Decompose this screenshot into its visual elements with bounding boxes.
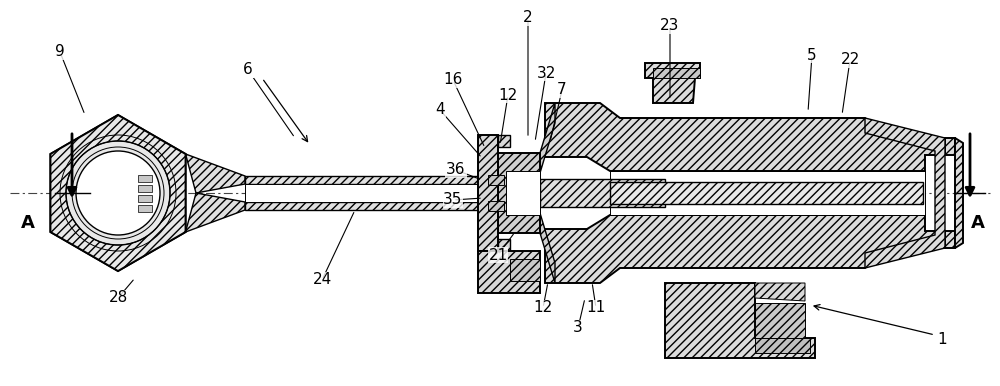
Text: 9: 9 bbox=[55, 44, 65, 59]
Polygon shape bbox=[50, 115, 186, 271]
Polygon shape bbox=[665, 283, 815, 358]
Circle shape bbox=[76, 151, 160, 235]
Polygon shape bbox=[755, 338, 810, 353]
Text: 12: 12 bbox=[498, 88, 518, 103]
Text: 12: 12 bbox=[533, 300, 553, 315]
Text: 7: 7 bbox=[557, 83, 567, 98]
Polygon shape bbox=[245, 184, 490, 202]
Polygon shape bbox=[645, 63, 700, 103]
Polygon shape bbox=[865, 118, 945, 268]
Text: 6: 6 bbox=[243, 63, 253, 78]
Polygon shape bbox=[506, 171, 540, 215]
Text: 3: 3 bbox=[573, 320, 583, 335]
Text: 21: 21 bbox=[488, 247, 508, 262]
Text: 16: 16 bbox=[443, 73, 463, 88]
Polygon shape bbox=[540, 179, 665, 207]
Text: 35: 35 bbox=[443, 193, 463, 208]
Text: 28: 28 bbox=[108, 291, 128, 305]
Polygon shape bbox=[478, 135, 498, 251]
Polygon shape bbox=[245, 176, 480, 184]
Text: 2: 2 bbox=[523, 10, 533, 25]
Text: 36: 36 bbox=[446, 163, 466, 178]
Polygon shape bbox=[186, 193, 245, 232]
Polygon shape bbox=[498, 153, 540, 233]
Text: 5: 5 bbox=[807, 47, 817, 63]
Polygon shape bbox=[610, 182, 923, 204]
Polygon shape bbox=[955, 138, 963, 248]
Text: A: A bbox=[21, 214, 35, 232]
Text: 32: 32 bbox=[536, 66, 556, 81]
Text: 24: 24 bbox=[312, 273, 332, 288]
Polygon shape bbox=[50, 115, 186, 271]
Polygon shape bbox=[478, 251, 540, 293]
Polygon shape bbox=[545, 103, 945, 171]
Bar bbox=[138, 195, 152, 202]
Polygon shape bbox=[755, 303, 805, 338]
Text: A: A bbox=[971, 214, 985, 232]
Text: 6: 6 bbox=[243, 63, 253, 78]
Text: 4: 4 bbox=[435, 103, 445, 117]
Bar bbox=[138, 205, 152, 212]
Polygon shape bbox=[755, 283, 805, 301]
Polygon shape bbox=[488, 201, 504, 211]
Circle shape bbox=[66, 141, 170, 245]
Bar bbox=[138, 185, 152, 192]
Polygon shape bbox=[510, 259, 540, 281]
Text: 11: 11 bbox=[586, 300, 606, 315]
Text: 23: 23 bbox=[660, 19, 680, 34]
Polygon shape bbox=[945, 231, 955, 248]
Polygon shape bbox=[610, 171, 925, 215]
Polygon shape bbox=[498, 239, 510, 251]
Bar bbox=[138, 175, 152, 182]
Polygon shape bbox=[245, 202, 480, 210]
Polygon shape bbox=[945, 138, 955, 155]
Polygon shape bbox=[186, 154, 245, 193]
Polygon shape bbox=[545, 215, 945, 283]
Text: 1: 1 bbox=[937, 332, 947, 347]
Polygon shape bbox=[540, 213, 555, 283]
Text: 22: 22 bbox=[840, 52, 860, 68]
Polygon shape bbox=[540, 103, 555, 173]
Polygon shape bbox=[498, 135, 510, 147]
Polygon shape bbox=[653, 68, 700, 78]
Polygon shape bbox=[488, 175, 504, 185]
